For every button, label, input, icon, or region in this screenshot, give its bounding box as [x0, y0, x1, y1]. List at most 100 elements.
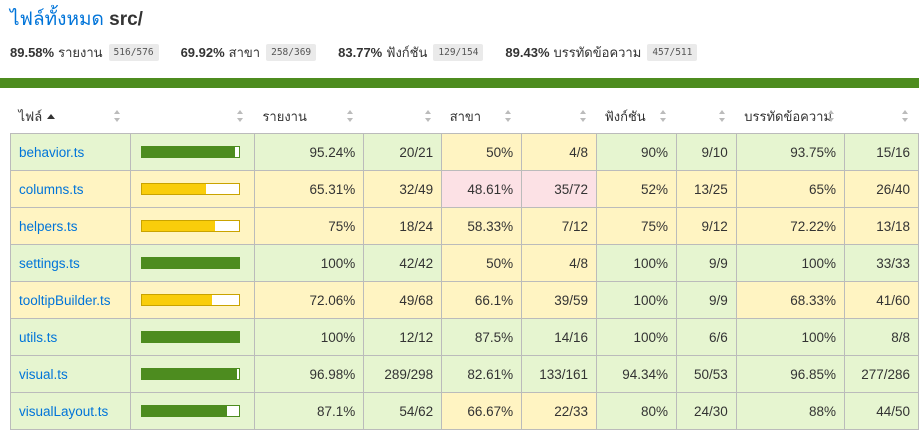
file-cell: tooltipBuilder.ts — [9, 281, 132, 319]
table-row: helpers.ts 75% 18/24 58.33% 7/12 75% 9/12 72.22… — [9, 207, 919, 245]
coverage-bar-cell — [130, 207, 255, 245]
lines-pct: 68.33% — [735, 281, 846, 319]
branches-fraction: 4/8 — [521, 133, 598, 171]
file-cell: helpers.ts — [9, 207, 132, 245]
branches-fraction: 22/33 — [521, 392, 598, 430]
summary-lines: 89.43% บรรทัดข้อความ 457/511 — [505, 42, 698, 63]
coverage-bar-fill — [142, 258, 240, 268]
coverage-bar-fill — [142, 406, 227, 416]
sort-icon — [901, 110, 909, 122]
sort-icon — [424, 110, 432, 122]
coverage-bar — [141, 183, 241, 195]
branches-pct: 50% — [441, 244, 523, 282]
table-row: visual.ts 96.98% 289/298 82.61% 133/161 94.34… — [9, 355, 919, 393]
column-header-branches[interactable]: สาขา — [441, 99, 522, 134]
branches-pct: 48.61% — [441, 170, 523, 208]
lines-fraction: 8/8 — [844, 318, 919, 356]
branches-fraction: 7/12 — [521, 207, 598, 245]
column-header-functions[interactable]: ฟังก์ชัน — [596, 99, 677, 134]
all-files-link[interactable]: ไฟล์ทั้งหมด — [10, 9, 104, 30]
file-link[interactable]: visual.ts — [19, 366, 68, 382]
branches-fraction: 133/161 — [521, 355, 598, 393]
table-row: tooltipBuilder.ts 72.06% 49/68 66.1% 39/59 10… — [9, 281, 919, 319]
column-header-label: ไฟล์ — [18, 108, 43, 124]
statements-pct: 72.06% — [253, 281, 365, 319]
coverage-bar — [141, 220, 241, 232]
column-header-coverage-bar[interactable] — [130, 99, 255, 134]
summary-fraction-badge: 258/369 — [266, 43, 317, 61]
coverage-status-bar — [0, 78, 919, 88]
statements-fraction: 289/298 — [363, 355, 443, 393]
statements-pct: 87.1% — [253, 392, 365, 430]
coverage-table: ไฟล์ รายงาน สาขา ฟังก์ชัน บรรทัดข้อความ … — [9, 99, 919, 430]
functions-fraction: 24/30 — [676, 392, 737, 430]
branches-pct: 66.1% — [441, 281, 523, 319]
lines-fraction: 41/60 — [844, 281, 919, 319]
column-header-functions-fraction[interactable] — [676, 99, 737, 134]
statements-fraction: 49/68 — [363, 281, 443, 319]
file-link[interactable]: visualLayout.ts — [19, 403, 109, 419]
summary-pct: 89.58% — [10, 44, 55, 60]
functions-pct: 80% — [596, 392, 678, 430]
functions-fraction: 6/6 — [676, 318, 737, 356]
coverage-bar — [141, 405, 241, 417]
file-link[interactable]: columns.ts — [19, 181, 84, 197]
functions-fraction: 9/12 — [676, 207, 737, 245]
file-cell: columns.ts — [9, 170, 132, 208]
statements-pct: 100% — [253, 244, 365, 282]
sort-icon — [827, 110, 835, 122]
sort-icon — [659, 110, 667, 122]
file-link[interactable]: behavior.ts — [19, 144, 85, 160]
file-cell: settings.ts — [9, 244, 132, 282]
functions-fraction: 9/9 — [676, 281, 737, 319]
column-header-label: บรรทัดข้อความ — [744, 108, 833, 124]
column-header-lines-fraction[interactable] — [844, 99, 919, 134]
file-link[interactable]: utils.ts — [19, 329, 58, 345]
sort-icon — [346, 110, 354, 122]
coverage-bar-cell — [130, 244, 255, 282]
branches-fraction: 14/16 — [521, 318, 598, 356]
branches-fraction: 39/59 — [521, 281, 598, 319]
sort-icon — [719, 110, 726, 122]
table-row: settings.ts 100% 42/42 50% 4/8 100% 9/9 100% 33/… — [9, 244, 919, 282]
functions-pct: 90% — [596, 133, 678, 171]
file-cell: behavior.ts — [9, 133, 132, 171]
coverage-bar-cell — [130, 170, 255, 208]
summary-pct: 69.92% — [180, 44, 225, 60]
page-title: ไฟล์ทั้งหมด src/ — [10, 8, 909, 32]
sort-icon — [237, 110, 244, 122]
branches-pct: 87.5% — [441, 318, 523, 356]
coverage-bar-fill — [142, 295, 213, 305]
file-link[interactable]: helpers.ts — [19, 218, 78, 234]
table-row: utils.ts 100% 12/12 87.5% 14/16 100% 6/6 100% 8/… — [9, 318, 919, 356]
coverage-bar-fill — [142, 221, 216, 231]
lines-pct: 65% — [735, 170, 846, 208]
summary-label: รายงาน — [58, 44, 103, 60]
column-header-lines[interactable]: บรรทัดข้อความ — [736, 99, 845, 134]
file-link[interactable]: tooltipBuilder.ts — [19, 292, 111, 308]
column-header-statements[interactable]: รายงาน — [254, 99, 364, 134]
column-header-branches-fraction[interactable] — [521, 99, 597, 134]
file-cell: visualLayout.ts — [9, 392, 132, 430]
functions-fraction: 9/10 — [676, 133, 737, 171]
coverage-summary: 89.58% รายงาน 516/576 69.92% สาขา 258/36… — [10, 42, 909, 62]
column-header-file[interactable]: ไฟล์ — [10, 99, 131, 134]
statements-fraction: 54/62 — [363, 392, 443, 430]
column-header-statements-fraction[interactable] — [363, 99, 442, 134]
statements-fraction: 20/21 — [363, 133, 443, 171]
lines-pct: 100% — [735, 244, 846, 282]
coverage-bar — [141, 294, 241, 306]
table-header-row: ไฟล์ รายงาน สาขา ฟังก์ชัน บรรทัดข้อความ — [10, 99, 919, 134]
coverage-bar-fill — [142, 369, 237, 379]
summary-label: สาขา — [228, 44, 261, 60]
functions-fraction: 50/53 — [676, 355, 737, 393]
file-link[interactable]: settings.ts — [19, 255, 80, 271]
functions-pct: 100% — [596, 318, 678, 356]
statements-pct: 95.24% — [253, 133, 365, 171]
current-directory: src/ — [109, 9, 143, 30]
table-row: visualLayout.ts 87.1% 54/62 66.67% 22/33 80% 2… — [9, 392, 919, 430]
functions-pct: 100% — [596, 281, 678, 319]
statements-fraction: 18/24 — [363, 207, 443, 245]
sort-icon — [113, 110, 121, 122]
file-cell: visual.ts — [9, 355, 132, 393]
